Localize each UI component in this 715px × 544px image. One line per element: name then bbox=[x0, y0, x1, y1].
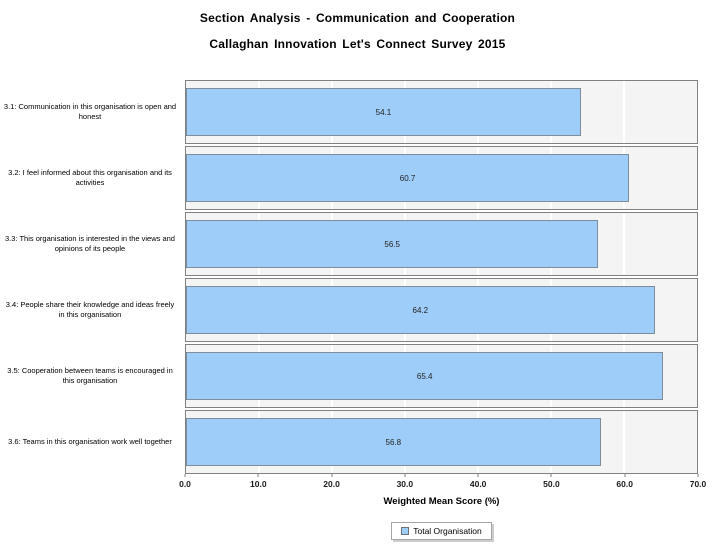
plot-area: 54.1 60.7 56.5 64.2 65.4 56.8 bbox=[185, 80, 698, 474]
category-label: 3.1: Communication in this organisation … bbox=[3, 101, 177, 121]
bar-value-label: 64.2 bbox=[412, 305, 429, 315]
legend-swatch-icon bbox=[401, 527, 410, 535]
gridline bbox=[623, 81, 625, 143]
legend-box: Total Organisation bbox=[391, 522, 492, 540]
x-tick-label: 10.0 bbox=[250, 479, 267, 489]
bar: 60.7 bbox=[186, 154, 630, 202]
x-axis-title: Weighted Mean Score (%) bbox=[383, 496, 500, 507]
gridline bbox=[623, 411, 625, 473]
category-label: 3.6: Teams in this organisation work wel… bbox=[8, 436, 172, 446]
x-tick-mark bbox=[477, 474, 479, 477]
bar: 54.1 bbox=[186, 88, 581, 136]
bar: 64.2 bbox=[186, 286, 655, 334]
bar-value-label: 65.4 bbox=[416, 371, 433, 381]
x-axis: 0.0 10.0 20.0 30.0 40.0 50.0 60.0 70.0 bbox=[179, 474, 706, 492]
bar-value-label: 60.7 bbox=[399, 173, 416, 183]
bar-row: 65.4 bbox=[185, 344, 698, 408]
bar: 56.5 bbox=[186, 220, 599, 268]
bar-row: 64.2 bbox=[185, 278, 698, 342]
bar-value-label: 56.8 bbox=[385, 437, 402, 447]
chart-subtitle: Callaghan Innovation Let's Connect Surve… bbox=[209, 37, 506, 51]
x-tick-label: 0.0 bbox=[179, 479, 191, 489]
x-tick-mark bbox=[184, 474, 186, 477]
x-tick-mark bbox=[624, 474, 626, 477]
bar-value-label: 56.5 bbox=[384, 239, 400, 249]
bar: 56.8 bbox=[186, 418, 601, 466]
category-label: 3.4: People share their knowledge and id… bbox=[5, 299, 175, 319]
legend: Total Organisation bbox=[185, 522, 698, 540]
x-tick-label: 20.0 bbox=[323, 479, 340, 489]
category-label: 3.5: Cooperation between teams is encour… bbox=[7, 365, 173, 385]
bar: 65.4 bbox=[186, 352, 664, 400]
gridline bbox=[623, 213, 625, 275]
x-tick-label: 70.0 bbox=[689, 479, 707, 489]
x-tick-label: 30.0 bbox=[396, 479, 414, 489]
x-tick-label: 60.0 bbox=[616, 479, 633, 489]
x-tick-label: 50.0 bbox=[543, 479, 560, 489]
x-tick-mark bbox=[331, 474, 333, 477]
x-tick-mark bbox=[697, 474, 699, 477]
bar-row: 56.5 bbox=[185, 212, 698, 276]
chart-title: Section Analysis - Communication and Coo… bbox=[199, 11, 516, 25]
legend-label: Total Organisation bbox=[413, 526, 482, 536]
x-tick-label: 40.0 bbox=[469, 479, 487, 489]
bar-row: 56.8 bbox=[185, 410, 698, 474]
x-tick-mark bbox=[404, 474, 406, 477]
bar-row: 54.1 bbox=[185, 80, 698, 144]
bar-value-label: 54.1 bbox=[375, 107, 392, 117]
category-axis: 3.1: Communication in this organisation … bbox=[0, 80, 183, 474]
category-label: 3.2: I feel informed about this organisa… bbox=[8, 167, 172, 187]
x-tick-mark bbox=[550, 474, 552, 477]
category-label: 3.3: This organisation is interested in … bbox=[5, 233, 175, 253]
x-tick-mark bbox=[257, 474, 259, 477]
bar-row: 60.7 bbox=[185, 146, 698, 210]
